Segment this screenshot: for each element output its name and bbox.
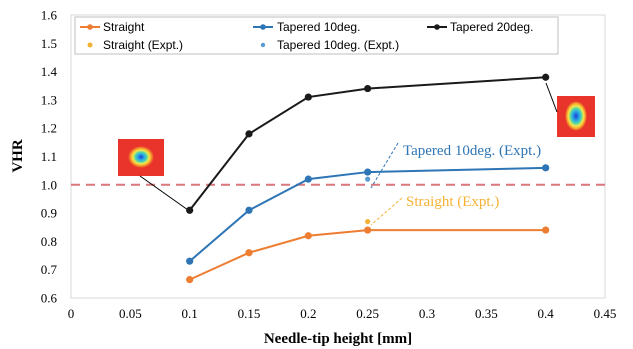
x-tick-label: 0.15 <box>238 306 261 321</box>
y-tick-label: 0.7 <box>41 262 58 277</box>
data-point-tapered-20deg <box>304 93 312 101</box>
y-tick-label: 1.0 <box>41 177 57 192</box>
thumbnail-left <box>118 139 164 176</box>
y-tick-label: 0.8 <box>41 234 57 249</box>
x-tick-label: 0 <box>68 306 75 321</box>
series-line-tapered-10deg <box>189 166 546 262</box>
legend-label-tapered-10-expt: Tapered 10deg. (Expt.) <box>277 38 399 52</box>
x-axis-label: Needle-tip height [mm] <box>264 331 412 347</box>
legend-item-tapered-10-expt: Tapered 10deg. (Expt.) <box>260 38 399 52</box>
legend-swatch-tapered-20-marker <box>434 24 440 30</box>
legend-swatch-straight-marker <box>87 24 93 30</box>
thumbnail-right-leader <box>545 82 558 113</box>
x-tick-label: 0.25 <box>356 306 379 321</box>
plot-area <box>70 14 606 299</box>
x-tick-label: 0.4 <box>538 306 555 321</box>
data-point-straight <box>186 276 194 284</box>
y-tick-label: 1.1 <box>41 149 57 164</box>
y-tick-label: 1.6 <box>41 8 58 23</box>
series-line-straight <box>189 229 546 281</box>
legend-item-straight-expt: Straight (Expt.) <box>87 38 183 52</box>
data-point-tapered-20deg <box>542 73 550 81</box>
data-point-straight-expt <box>365 218 371 225</box>
y-tick-label: 1.2 <box>41 121 57 136</box>
data-point-tapered-10deg <box>304 175 312 183</box>
y-tick-label: 1.5 <box>41 36 57 51</box>
x-tick-label: 0.2 <box>300 306 316 321</box>
annotation-straight-expt-leader <box>370 197 403 226</box>
data-point-tapered-10deg <box>186 257 194 265</box>
y-axis-label: VHR <box>10 139 26 173</box>
data-point-tapered-20deg <box>364 84 372 93</box>
y-tick-label: 1.3 <box>41 92 57 107</box>
legend-label-tapered-10: Tapered 10deg. <box>277 20 360 34</box>
data-point-tapered-10deg <box>542 164 550 172</box>
legend-item-tapered-20: Tapered 20deg. <box>427 20 533 34</box>
data-point-tapered-20deg <box>186 206 194 214</box>
thumbnail-left-spot <box>128 146 154 168</box>
annotation-tapered-10-expt: Tapered 10deg. (Expt.) <box>403 143 541 159</box>
y-tick-label: 1.4 <box>41 64 58 79</box>
y-tick-label: 0.9 <box>41 206 57 221</box>
x-tick-label: 0.1 <box>182 306 198 321</box>
legend-swatch-tapered-10-marker <box>260 24 266 30</box>
legend-item-tapered-10: Tapered 10deg. <box>253 20 360 34</box>
legend-label-straight: Straight <box>103 20 145 34</box>
x-tick-label: 0.45 <box>594 306 617 321</box>
data-point-tapered-10deg <box>364 168 372 176</box>
legend: Straight Tapered 10deg. Tapered 20deg. S… <box>74 16 559 55</box>
data-point-tapered-10deg-expt <box>365 176 371 182</box>
thumbnail-right-spot <box>565 101 587 131</box>
data-point-straight <box>364 226 372 234</box>
annotation-straight-expt: Straight (Expt.) <box>406 194 499 210</box>
data-point-straight <box>245 249 253 257</box>
legend-box <box>74 16 559 55</box>
data-point-tapered-10deg <box>245 206 253 214</box>
legend-label-tapered-20: Tapered 20deg. <box>450 20 533 34</box>
x-tick-label: 0.3 <box>419 306 435 321</box>
legend-swatch-straight-expt-marker <box>87 42 93 48</box>
data-point-straight <box>542 226 550 234</box>
legend-label-straight-expt: Straight (Expt.) <box>103 38 183 52</box>
legend-swatch-tapered-10-expt-marker <box>260 42 266 48</box>
x-tick-label: 0.35 <box>475 306 498 321</box>
thumbnail-right <box>557 96 595 137</box>
x-tick-label: 0.05 <box>119 306 142 321</box>
annotation-tapered-10-expt-leader <box>370 142 399 189</box>
y-tick-label: 0.6 <box>41 291 58 306</box>
data-point-straight <box>304 232 312 240</box>
thumbnail-left-leader <box>139 175 189 211</box>
legend-item-straight: Straight <box>80 20 145 34</box>
data-point-tapered-20deg <box>245 130 253 138</box>
